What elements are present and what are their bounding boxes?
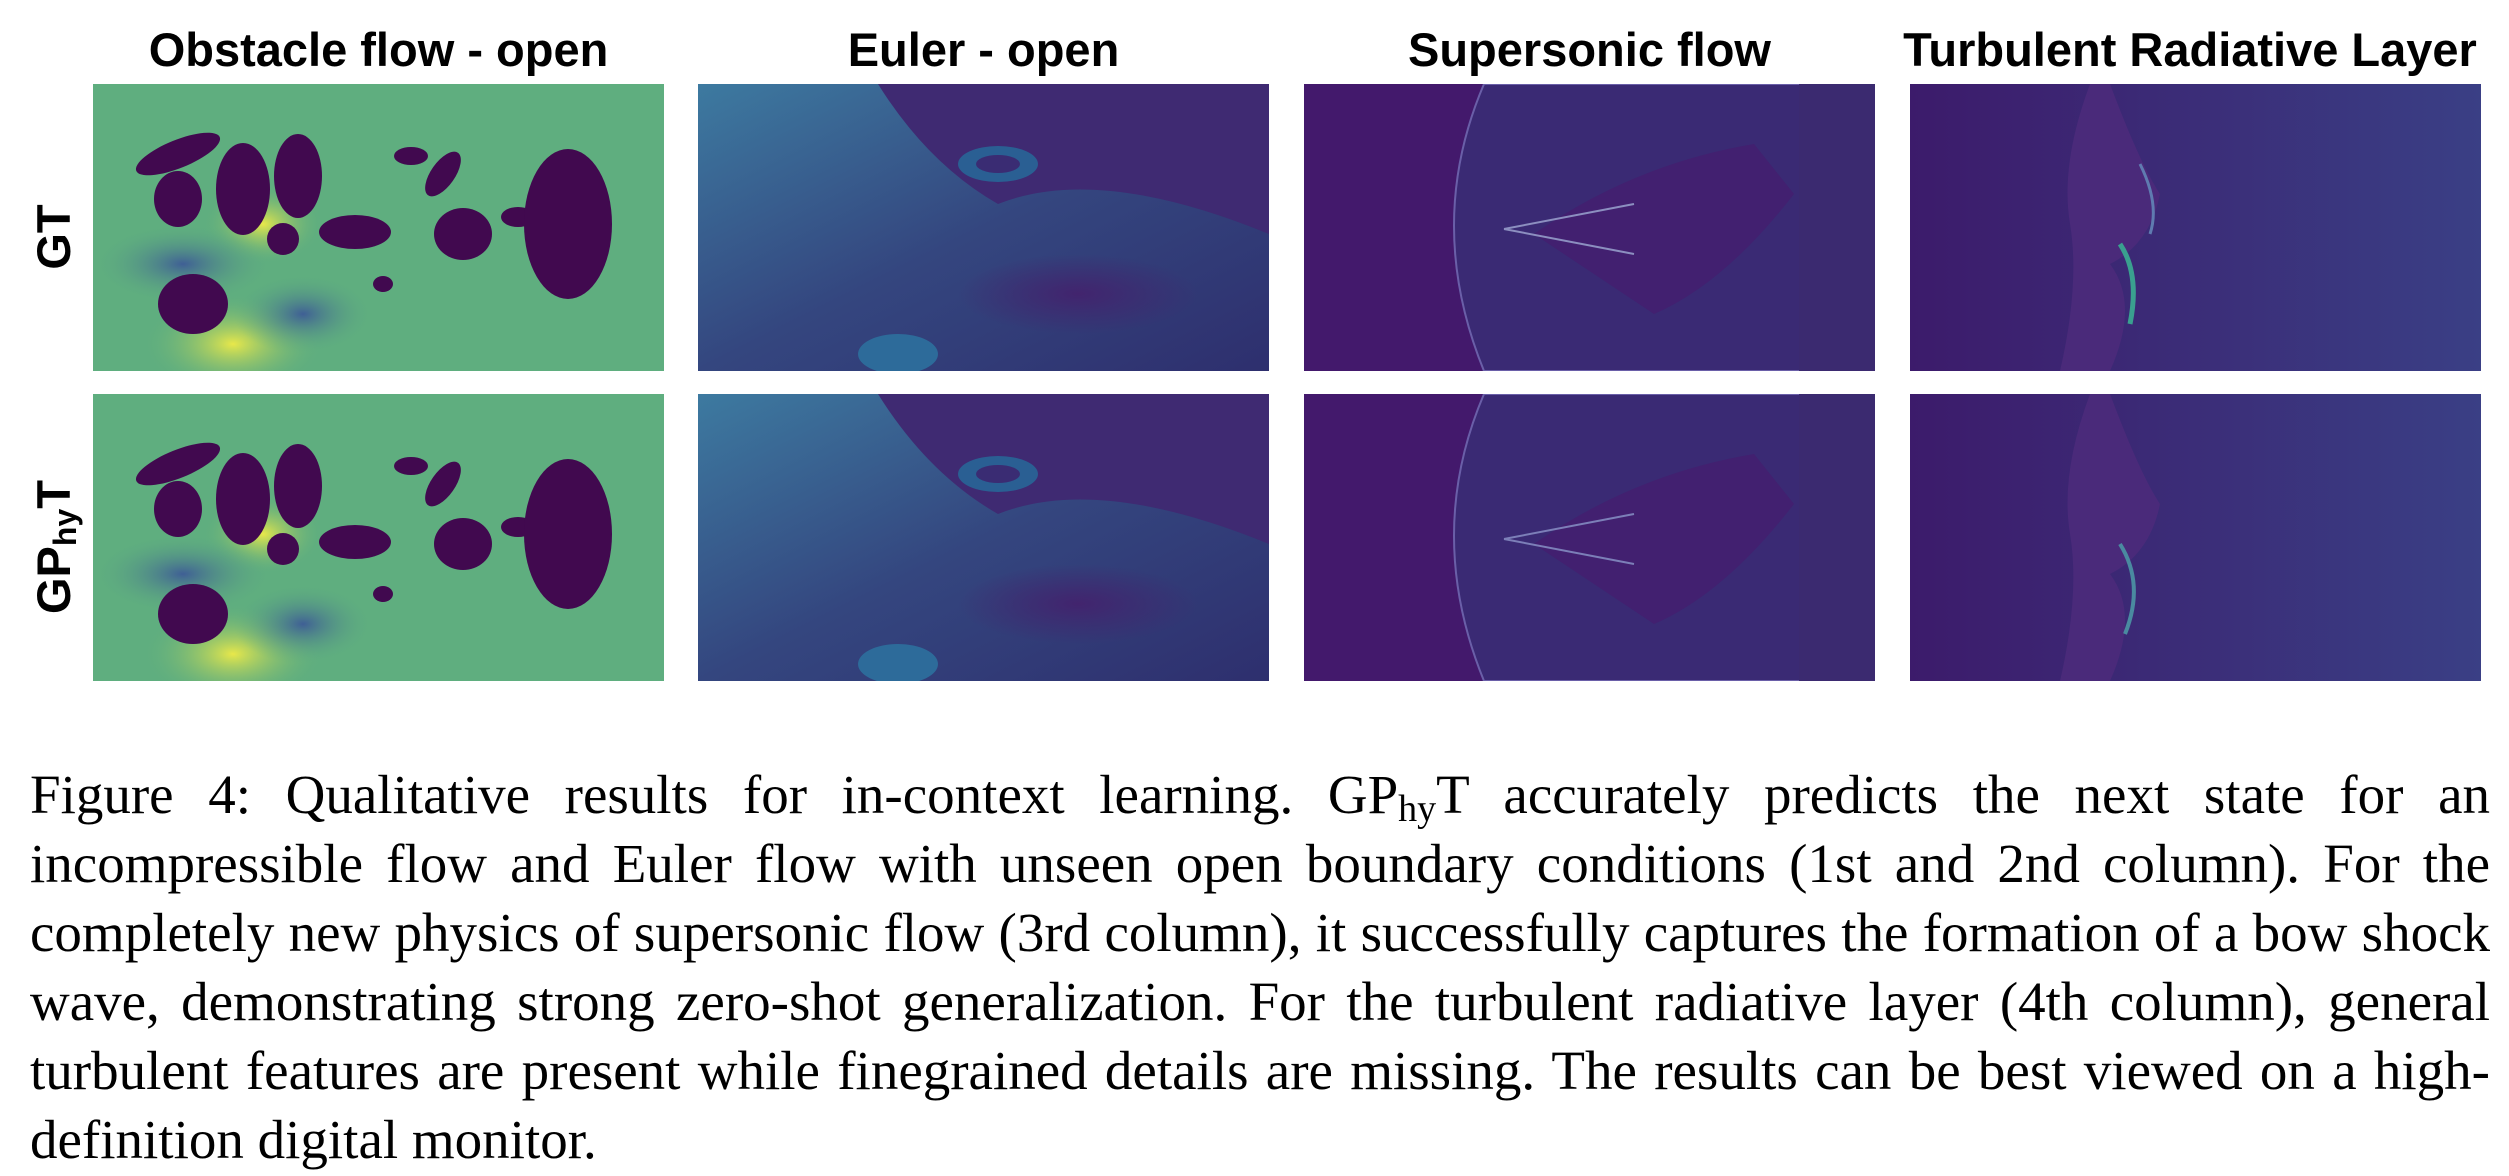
row-label-gphyt-main: GP	[27, 546, 80, 614]
supersonic-field-image	[1304, 394, 1875, 681]
row-label-gphyt-tail: T	[27, 480, 80, 509]
panel-gphyt-obstacle-flow	[93, 394, 664, 681]
euler-field-image	[698, 84, 1269, 371]
obstacle-flow-field-image	[93, 84, 664, 371]
row-label-gt: GT	[26, 87, 84, 387]
caption-text-1: Qualitative results for in-context learn…	[251, 764, 1399, 825]
turbulent-field-image	[1910, 84, 2481, 371]
panel-gphyt-turbulent-radiative	[1910, 394, 2481, 681]
row-label-gt-main: GT	[27, 204, 80, 270]
figure-caption: Figure 4: Qualitative results for in-con…	[30, 760, 2490, 1174]
panel-gphyt-supersonic	[1304, 394, 1875, 681]
panel-gt-obstacle-flow	[93, 84, 664, 371]
caption-label: Figure 4:	[30, 764, 252, 825]
caption-subscript: hy	[1398, 788, 1437, 830]
caption-text-2: T accurately predicts the next state for…	[30, 764, 2490, 1170]
supersonic-field-image	[1304, 84, 1875, 371]
row-label-gphyt-sub: hy	[47, 508, 83, 547]
column-title-euler: Euler - open	[847, 23, 1120, 76]
obstacle-flow-field-image	[93, 394, 664, 681]
column-title-turbulent-radiative: Turbulent Radiative Layer	[1903, 23, 2477, 76]
panel-gphyt-euler	[698, 394, 1269, 681]
column-title-supersonic: Supersonic flow	[1408, 23, 1771, 76]
panel-gt-euler	[698, 84, 1269, 371]
row-label-gphyt: GPhyT	[26, 397, 84, 697]
euler-field-image	[698, 394, 1269, 681]
column-title-obstacle-flow: Obstacle flow - open	[148, 23, 609, 76]
panel-gt-turbulent-radiative	[1910, 84, 2481, 371]
turbulent-field-image	[1910, 394, 2481, 681]
panel-gt-supersonic	[1304, 84, 1875, 371]
